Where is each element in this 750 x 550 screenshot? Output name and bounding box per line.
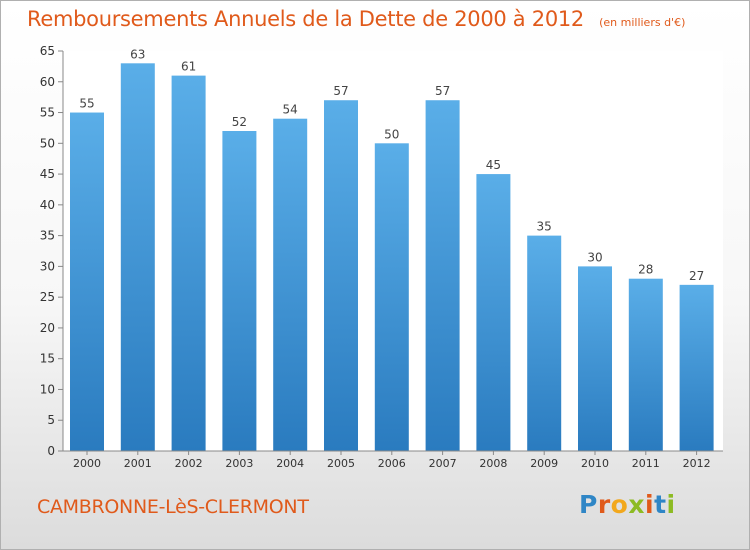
x-tick-label: 2010 (581, 457, 609, 470)
x-tick-label: 2007 (429, 457, 457, 470)
title-row: Remboursements Annuels de la Dette de 20… (27, 7, 685, 31)
y-tick-label: 50 (40, 136, 55, 150)
bar-value-label: 28 (638, 263, 653, 277)
y-tick-label: 45 (40, 167, 55, 181)
bar-value-label: 55 (79, 97, 94, 111)
y-tick-label: 60 (40, 75, 55, 89)
y-tick-label: 30 (40, 259, 55, 273)
logo-letter: i (666, 490, 676, 519)
bar-value-label: 63 (130, 47, 145, 61)
bar-value-label: 27 (689, 269, 704, 283)
x-tick-label: 2009 (530, 457, 558, 470)
y-tick-label: 10 (40, 382, 55, 396)
y-tick-label: 25 (40, 290, 55, 304)
bar (425, 100, 460, 451)
x-tick-label: 2003 (225, 457, 253, 470)
x-tick-label: 2011 (632, 457, 660, 470)
bar (171, 75, 206, 451)
chart-unit: (en milliers d'€) (599, 16, 686, 29)
bar-value-label: 52 (232, 115, 247, 129)
bar-value-label: 57 (333, 84, 348, 98)
bar (120, 63, 155, 452)
x-tick-label: 2000 (73, 457, 101, 470)
y-tick-label: 55 (40, 106, 55, 120)
bar-value-label: 45 (486, 158, 501, 172)
logo-letter: x (628, 490, 645, 519)
x-tick-label: 2002 (175, 457, 203, 470)
x-tick-label: 2001 (124, 457, 152, 470)
bar (374, 143, 409, 452)
bar-value-label: 61 (181, 60, 196, 74)
logo-letter: i (645, 490, 655, 519)
y-tick-label: 35 (40, 229, 55, 243)
logo-letter: P (579, 490, 598, 519)
y-tick-label: 15 (40, 352, 55, 366)
chart-title: Remboursements Annuels de la Dette de 20… (27, 7, 584, 31)
y-tick-label: 5 (47, 413, 55, 427)
y-tick-label: 40 (40, 198, 55, 212)
proxiti-logo: Proxiti (579, 490, 676, 519)
bar (679, 284, 714, 451)
commune-name: CAMBRONNE-LèS-CLERMONT (37, 496, 309, 518)
bar (324, 100, 358, 451)
bar (222, 131, 257, 451)
bar (628, 278, 663, 451)
x-tick-label: 2005 (327, 457, 355, 470)
y-tick-label: 20 (40, 321, 55, 335)
x-tick-label: 2008 (479, 457, 507, 470)
x-tick-label: 2006 (378, 457, 406, 470)
bar-value-label: 57 (435, 84, 450, 98)
x-tick-label: 2004 (276, 457, 304, 470)
bar-value-label: 30 (587, 250, 602, 264)
bar-value-label: 54 (283, 103, 298, 117)
y-tick-label: 0 (47, 444, 55, 458)
bar-value-label: 35 (537, 220, 552, 234)
x-tick-label: 2012 (683, 457, 711, 470)
bar (527, 235, 562, 451)
bar-value-label: 50 (384, 127, 399, 141)
logo-letter: r (597, 490, 611, 519)
bar (273, 118, 308, 451)
bar (70, 112, 104, 452)
y-tick-label: 65 (40, 44, 55, 58)
bar (578, 266, 612, 451)
bar (476, 174, 511, 452)
logo-letter: t (654, 490, 667, 519)
logo-letter: o (610, 490, 629, 519)
